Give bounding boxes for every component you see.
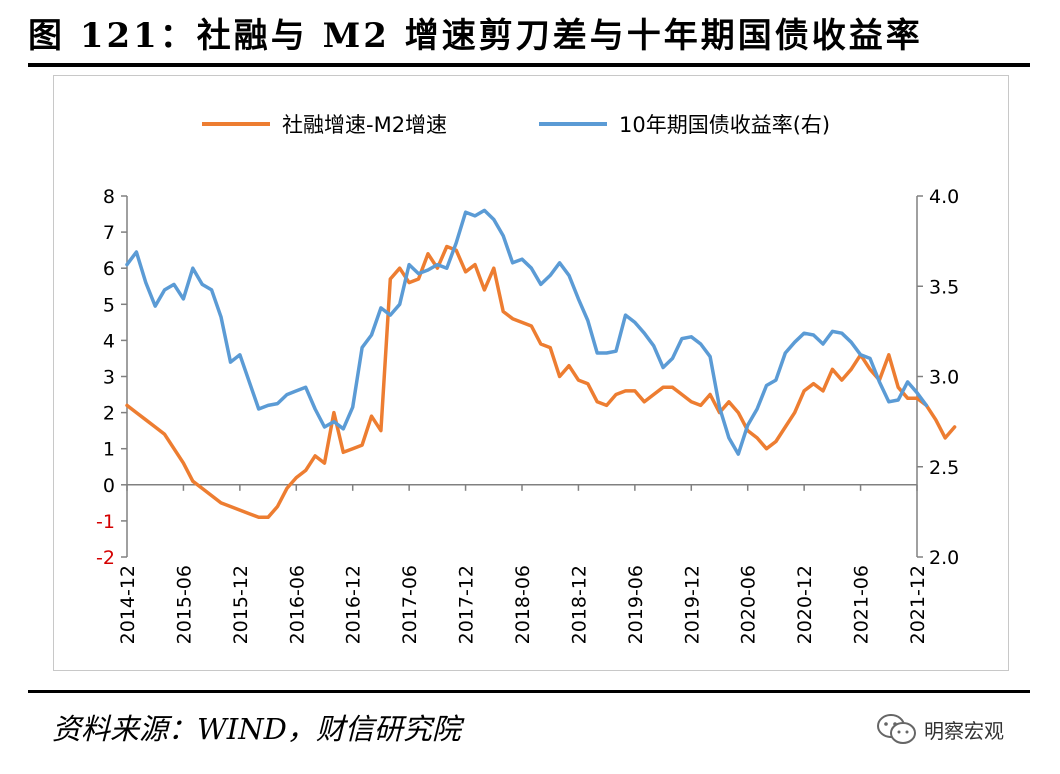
chart-frame xyxy=(53,75,1009,671)
y-left-tick-label: 4 xyxy=(103,330,115,352)
brand-mark: 明察宏观 xyxy=(876,712,1004,746)
legend: 社融增速-M2增速 10年期国债收益率(右) xyxy=(202,113,830,137)
brand-name: 明察宏观 xyxy=(924,718,1004,743)
y-left-tick-label: 5 xyxy=(103,294,115,316)
x-tick-label: 2015-06 xyxy=(173,565,195,644)
y-right-tick-label: 3.5 xyxy=(929,276,959,298)
legend-label: 10年期国债收益率(右) xyxy=(619,113,830,137)
x-tick-label: 2016-12 xyxy=(343,565,365,644)
y-right-tick-label: 2.5 xyxy=(929,457,959,479)
figure-title: 图 121：社融与 M2 增速剪刀差与十年期国债收益率 xyxy=(28,16,923,56)
x-tick-label: 2021-06 xyxy=(851,565,873,644)
y-left-tick-label: 2 xyxy=(103,403,115,425)
y-left-tick-label: 8 xyxy=(103,186,115,208)
x-tick-label: 2020-12 xyxy=(794,565,816,644)
y-left-tick-label: 1 xyxy=(103,439,115,461)
x-tick-label: 2014-12 xyxy=(117,565,139,644)
series-line-tsf-m2-spread xyxy=(125,244,957,520)
y-left-tick-label: 6 xyxy=(103,258,115,280)
x-tick-label: 2019-12 xyxy=(681,565,703,644)
x-tick-label: 2016-06 xyxy=(286,565,308,644)
y-left-tick-label: -1 xyxy=(96,511,115,533)
source-note: 资料来源：WIND，财信研究院 xyxy=(52,712,461,746)
series-line-10y-yield xyxy=(125,208,929,456)
legend-label: 社融增速-M2增速 xyxy=(282,113,447,137)
x-tick-label: 2020-06 xyxy=(738,565,760,644)
title-rule xyxy=(28,63,1030,67)
y-right-tick-label: 2.0 xyxy=(929,547,959,569)
y-left-tick-label: 0 xyxy=(103,475,115,497)
x-ticks: 2014-12 2015-06 2015-12 2016-06 2016-12 2017-… xyxy=(117,484,929,644)
y-left-tick-label: 3 xyxy=(103,367,115,389)
x-tick-label: 2019-06 xyxy=(625,565,647,644)
x-tick-label: 2021-12 xyxy=(907,565,929,644)
x-tick-label: 2017-12 xyxy=(456,565,478,644)
y-left-tick-label: 7 xyxy=(103,222,115,244)
x-tick-label: 2018-12 xyxy=(568,565,590,644)
x-tick-label: 2015-12 xyxy=(230,565,252,644)
series-layer xyxy=(125,208,957,520)
y-right-tick-label: 3.0 xyxy=(929,367,959,389)
y-right-tick-label: 4.0 xyxy=(929,186,959,208)
source-rule xyxy=(28,690,1030,693)
x-tick-label: 2018-06 xyxy=(512,565,534,644)
y-left-tick-label: -2 xyxy=(96,547,115,569)
wechat-bubble-icon xyxy=(877,714,916,744)
x-tick-label: 2017-06 xyxy=(399,565,421,644)
y-right-ticks: 2.0 2.5 3.0 3.5 4.0 xyxy=(917,186,959,569)
chart-axes xyxy=(126,196,918,557)
y-left-ticks: -2 -1 0 1 2 3 4 5 6 7 8 xyxy=(96,186,127,569)
